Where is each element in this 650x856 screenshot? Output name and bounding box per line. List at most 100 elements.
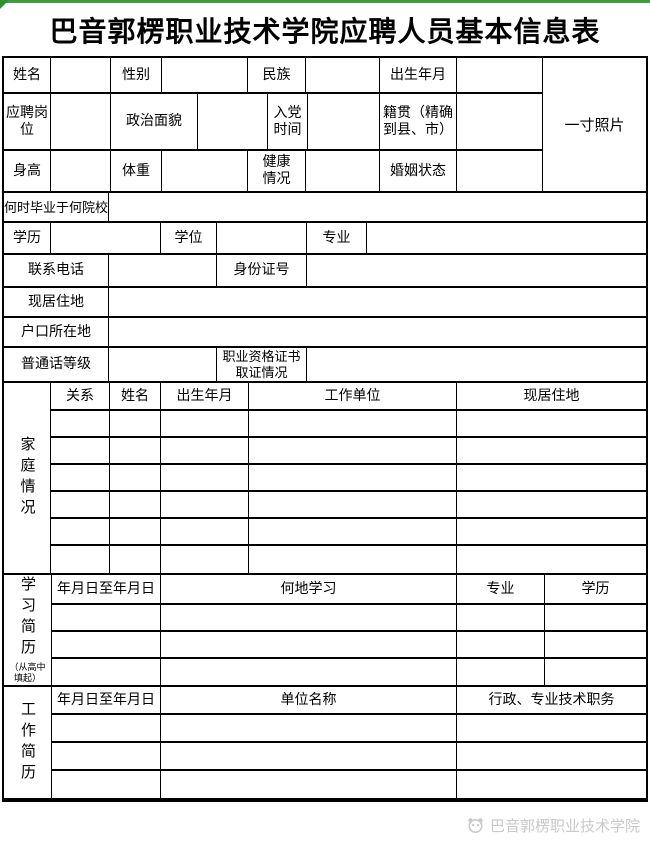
birth-date-label: 出生年月 xyxy=(380,58,457,92)
work-cell xyxy=(52,771,161,798)
health-value-cell xyxy=(306,151,380,191)
study-cell xyxy=(457,659,545,685)
row-height-marital: 身高 体重 健康情况 婚姻状态 xyxy=(4,151,542,191)
row-graduation: 何时毕业于何院校 xyxy=(4,193,646,223)
mandarin-level-value-cell xyxy=(109,348,217,381)
family-cell xyxy=(161,411,249,436)
family-cell xyxy=(161,438,249,463)
work-row xyxy=(52,715,646,743)
family-header-row: 关系 姓名 出生年月 工作单位 现居住地 xyxy=(51,383,646,411)
work-cell xyxy=(161,715,457,741)
study-cell xyxy=(161,659,457,685)
study-cell xyxy=(457,632,545,657)
form-title: 巴音郭楞职业技术学院应聘人员基本信息表 xyxy=(49,16,601,48)
family-cell xyxy=(110,465,161,490)
family-cell xyxy=(161,492,249,517)
work-cell xyxy=(161,771,457,798)
corner-accent-mark xyxy=(0,0,9,9)
marital-status-value-cell xyxy=(457,151,542,191)
marital-status-label: 婚姻状态 xyxy=(380,151,457,191)
family-row xyxy=(51,438,646,465)
family-cell xyxy=(110,519,161,544)
study-section-note: （从高中填起） xyxy=(9,662,46,683)
family-row xyxy=(51,492,646,519)
work-history-section: 工作简历 年月日至年月日 单位名称 行政、专业技术职务 xyxy=(4,687,646,800)
applicant-info-table: 姓名 性别 民族 出生年月 应聘岗位 政治面貌 入党时间 籍贯（精确到 xyxy=(2,56,648,802)
watermark-account-name: 巴音郭楞职业技术学院 xyxy=(489,818,640,835)
study-history-section: 学习简历 （从高中填起） 年月日至年月日 何地学习 专业 学历 xyxy=(4,575,646,687)
id-number-value-cell xyxy=(307,255,646,286)
family-cell xyxy=(249,546,457,573)
family-cell xyxy=(110,438,161,463)
weight-value-cell xyxy=(162,151,248,191)
family-cell xyxy=(249,411,457,436)
degree-label: 学位 xyxy=(161,223,217,253)
row-position-native: 应聘岗位 政治面貌 入党时间 籍贯（精确到县、市） xyxy=(4,94,542,151)
phone-label: 联系电话 xyxy=(4,255,109,286)
work-header-employer: 单位名称 xyxy=(161,687,457,713)
family-header-address: 现居住地 xyxy=(523,388,580,404)
name-value-cell xyxy=(51,58,111,92)
family-cell xyxy=(457,465,646,490)
vocational-cert-value-cell xyxy=(307,348,646,381)
watermark-footer: 巴音郭楞职业技术学院 xyxy=(0,815,650,836)
vocational-cert-label: 职业资格证书取证情况 xyxy=(217,348,307,381)
family-cell xyxy=(249,492,457,517)
study-cell xyxy=(545,605,646,630)
family-row xyxy=(51,546,646,573)
family-row xyxy=(51,519,646,546)
birth-date-value-cell xyxy=(457,58,542,92)
major-label: 专业 xyxy=(307,223,367,253)
work-row xyxy=(52,743,646,771)
top-accent-bar xyxy=(0,0,650,3)
phone-value-cell xyxy=(109,255,217,286)
family-cell xyxy=(457,411,646,436)
family-cell xyxy=(161,519,249,544)
work-cell xyxy=(457,771,646,798)
row-phone-id: 联系电话 身份证号 xyxy=(4,255,646,288)
household-address-value-cell xyxy=(109,318,646,346)
study-cell xyxy=(52,659,161,685)
study-row xyxy=(52,632,646,659)
family-cell xyxy=(110,411,161,436)
native-place-value-cell xyxy=(457,94,542,149)
family-cell xyxy=(249,519,457,544)
id-number-label: 身份证号 xyxy=(217,255,307,286)
family-cell xyxy=(51,519,110,544)
family-cell xyxy=(161,465,249,490)
weight-label: 体重 xyxy=(111,151,162,191)
degree-value-cell xyxy=(217,223,307,253)
work-section-label: 工作简历 xyxy=(19,700,35,785)
family-cell xyxy=(249,465,457,490)
current-address-label: 现居住地 xyxy=(4,288,109,316)
family-section-label: 家庭情况 xyxy=(18,436,35,520)
study-cell xyxy=(52,605,161,630)
family-header-relation: 关系 xyxy=(51,383,110,409)
current-address-value-cell xyxy=(109,288,646,316)
study-cell xyxy=(545,659,646,685)
family-header-employer: 工作单位 xyxy=(249,383,457,409)
study-cell xyxy=(161,632,457,657)
household-address-label: 户口所在地 xyxy=(4,318,109,346)
family-cell xyxy=(457,519,646,544)
row-name-gender: 姓名 性别 民族 出生年月 xyxy=(4,58,542,94)
work-cell xyxy=(52,743,161,769)
ethnicity-value-cell xyxy=(306,58,380,92)
study-header-period: 年月日至年月日 xyxy=(52,575,161,603)
study-row xyxy=(52,659,646,685)
work-section-label-cell: 工作简历 xyxy=(4,687,52,798)
health-label: 健康情况 xyxy=(248,151,306,191)
study-row xyxy=(52,605,646,632)
row-current-address: 现居住地 xyxy=(4,288,646,318)
study-header-row: 年月日至年月日 何地学习 专业 学历 xyxy=(52,575,646,605)
mandarin-level-label: 普通话等级 xyxy=(4,348,109,381)
study-header-place: 何地学习 xyxy=(161,575,457,603)
family-cell xyxy=(51,411,110,436)
family-row xyxy=(51,411,646,438)
work-cell xyxy=(457,715,646,741)
major-value-cell xyxy=(367,223,646,253)
graduation-label: 何时毕业于何院校 xyxy=(4,193,109,221)
name-label: 姓名 xyxy=(4,58,51,92)
education-value-cell xyxy=(51,223,161,253)
